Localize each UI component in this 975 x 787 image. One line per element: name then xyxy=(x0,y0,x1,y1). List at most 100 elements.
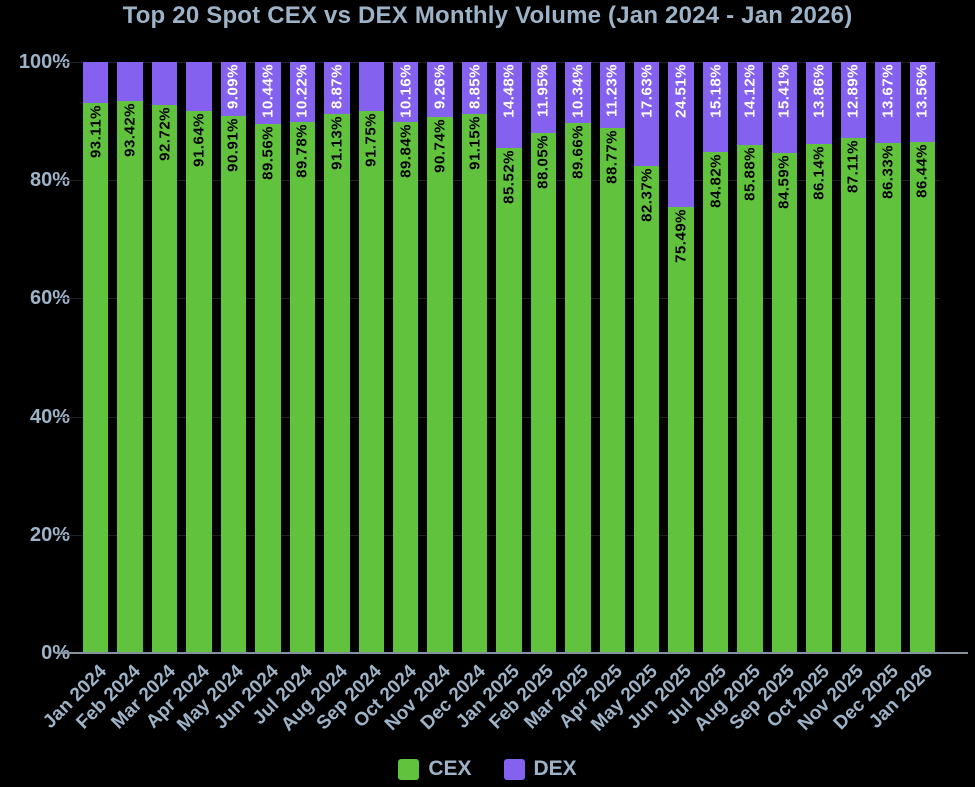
bar-aug-2025: 14.12% 85.88% Aug 2025 xyxy=(690,62,765,736)
cex-segment: 75.49% xyxy=(668,206,694,653)
cex-segment: 86.33% xyxy=(875,142,901,653)
cex-segment: 88.05% xyxy=(530,132,557,653)
legend-label-dex: DEX xyxy=(533,757,577,780)
cex-segment: 88.77% xyxy=(599,128,625,653)
cex-value-label: 88.05% xyxy=(534,134,552,189)
cex-value-label: 86.33% xyxy=(879,144,897,199)
cex-value-label: 86.44% xyxy=(913,144,931,199)
cex-value-label: 86.14% xyxy=(810,145,828,200)
y-tick-label: 40% xyxy=(29,405,70,428)
cex-value-label: 91.13% xyxy=(328,116,346,171)
cex-segment: 87.11% xyxy=(840,138,867,653)
dex-segment: 14.12% xyxy=(737,62,763,146)
dex-value-label: 11.23% xyxy=(603,64,621,118)
cex-segment: 82.37% xyxy=(634,166,660,653)
dex-segment: 8.85% xyxy=(461,62,488,115)
cex-segment: 89.84% xyxy=(392,122,419,653)
cex-segment: 93.11% xyxy=(83,102,109,653)
dex-segment xyxy=(186,62,212,112)
legend-label-cex: CEX xyxy=(428,757,472,780)
bar-aug-2024: 8.87% 91.13% Aug 2024 xyxy=(277,62,352,736)
dex-value-label: 10.44% xyxy=(259,64,277,118)
bar-jan-2026: 13.56% 86.44% Jan 2026 xyxy=(865,62,937,733)
bar-series: 93.11% Jan 2024 93.42% Feb 2024 92.72% Mar 20… xyxy=(39,62,940,736)
dex-segment: 17.63% xyxy=(634,62,660,167)
cex-value-label: 90.91% xyxy=(224,117,242,172)
dex-segment: 10.22% xyxy=(289,62,316,123)
cex-value-label: 90.74% xyxy=(431,118,449,173)
dex-value-label: 12.89% xyxy=(844,64,862,118)
cex-segment: 86.44% xyxy=(909,142,935,653)
dex-segment xyxy=(151,62,178,106)
cex-segment: 93.42% xyxy=(117,100,143,653)
dex-value-label: 15.41% xyxy=(775,64,793,118)
bar-dec-2025: 13.67% 86.33% Dec 2025 xyxy=(830,62,903,734)
bar-nov-2025: 12.89% 87.11% Nov 2025 xyxy=(794,62,868,735)
dex-segment: 12.89% xyxy=(840,62,867,139)
dex-segment: 13.86% xyxy=(806,62,832,144)
cex-segment: 91.15% xyxy=(461,114,488,653)
dex-value-label: 13.86% xyxy=(810,64,828,118)
cex-value-label: 89.66% xyxy=(569,125,587,179)
dex-value-label: 13.56% xyxy=(913,64,931,118)
bar-mar-2024: 92.72% Mar 2024 xyxy=(107,62,179,733)
y-axis: 0% 20% 40% 60% 80% 100% xyxy=(0,51,72,664)
bar-may-2025: 17.63% 82.37% May 2025 xyxy=(587,62,662,736)
dex-segment: 13.56% xyxy=(909,62,935,143)
cex-value-label: 85.52% xyxy=(500,149,518,204)
cex-value-label: 91.64% xyxy=(190,113,208,168)
cex-segment: 90.91% xyxy=(220,115,247,653)
cex-value-label: 82.37% xyxy=(638,168,656,223)
cex-segment: 91.13% xyxy=(324,114,350,653)
bar-jul-2024: 10.22% 89.78% Jul 2024 xyxy=(249,62,317,729)
bar-mar-2025: 10.34% 89.66% Mar 2025 xyxy=(520,62,593,733)
dex-value-label: 10.16% xyxy=(397,64,415,118)
bar-dec-2024: 8.85% 91.15% Dec 2024 xyxy=(416,62,489,734)
cex-segment: 89.66% xyxy=(565,123,591,653)
dex-value-label: 10.34% xyxy=(569,64,587,118)
bar-nov-2024: 9.26% 90.74% Nov 2024 xyxy=(381,62,455,735)
dex-segment: 10.16% xyxy=(392,62,419,123)
cex-value-label: 91.15% xyxy=(466,116,484,171)
bar-jan-2024: 93.11% Jan 2024 xyxy=(39,62,111,733)
dex-segment: 10.34% xyxy=(565,62,591,124)
cex-segment: 86.14% xyxy=(806,143,832,653)
cex-value-label: 93.42% xyxy=(121,102,139,157)
bar-jan-2025: 14.48% 85.52% Jan 2025 xyxy=(452,62,524,733)
dex-segment: 13.67% xyxy=(875,62,901,143)
dex-segment xyxy=(83,62,109,103)
bar-jun-2024: 10.44% 89.56% Jun 2024 xyxy=(210,62,283,733)
cex-segment: 85.52% xyxy=(496,147,522,653)
cex-value-label: 89.78% xyxy=(293,124,311,179)
dex-value-label: 13.67% xyxy=(879,64,897,118)
cex-value-label: 89.56% xyxy=(259,125,277,180)
cex-value-label: 93.11% xyxy=(87,104,105,158)
y-tick-label: 100% xyxy=(18,51,70,73)
cex-value-label: 88.77% xyxy=(603,130,621,185)
cex-segment: 91.75% xyxy=(358,110,384,653)
bar-jun-2025: 24.51% 75.49% Jun 2025 xyxy=(624,62,696,733)
dex-segment: 11.95% xyxy=(530,62,557,133)
dex-value-label: 14.48% xyxy=(500,64,518,118)
bar-apr-2025: 11.23% 88.77% Apr 2025 xyxy=(556,62,627,733)
y-tick-label: 0% xyxy=(41,642,70,664)
dex-segment: 14.48% xyxy=(496,62,522,148)
cex-value-label: 91.75% xyxy=(362,112,380,167)
dex-segment xyxy=(117,62,143,101)
dex-value-label: 8.85% xyxy=(466,64,484,110)
bar-sep-2025: 15.41% 84.59% Sep 2025 xyxy=(726,62,799,734)
plot-area: 93.11% Jan 2024 93.42% Feb 2024 92.72% Mar 20… xyxy=(39,62,940,736)
dex-segment: 10.44% xyxy=(255,62,281,124)
bar-apr-2024: 91.64% Apr 2024 xyxy=(142,62,214,733)
bar-oct-2024: 10.16% 89.84% Oct 2024 xyxy=(350,62,421,732)
legend-swatch-cex xyxy=(398,758,420,780)
dex-value-label: 17.63% xyxy=(638,64,656,118)
cex-value-label: 92.72% xyxy=(156,107,174,161)
dex-segment: 9.26% xyxy=(427,62,453,117)
legend-swatch-dex xyxy=(503,758,525,780)
cex-segment: 84.82% xyxy=(702,151,729,653)
cex-value-label: 89.84% xyxy=(397,124,415,178)
y-tick-label: 60% xyxy=(29,287,70,310)
cex-segment: 92.72% xyxy=(151,105,178,653)
cex-segment: 85.88% xyxy=(737,145,763,653)
